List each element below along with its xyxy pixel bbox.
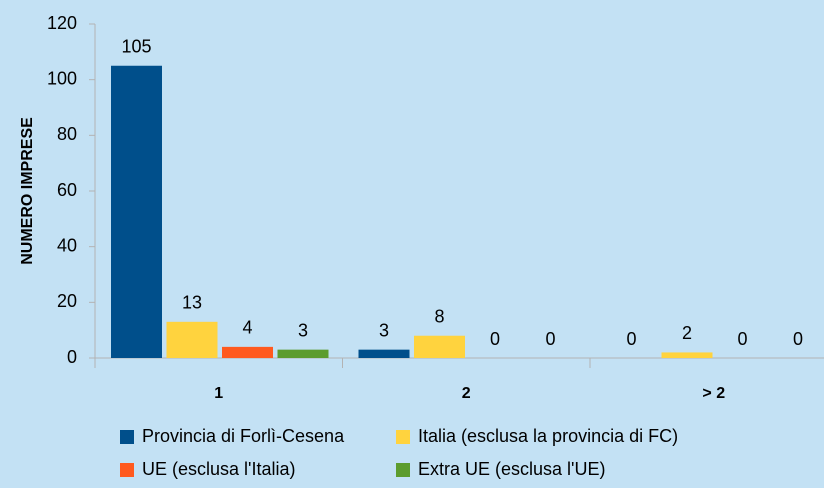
y-tick-label: 80 xyxy=(57,124,77,144)
y-tick-label: 20 xyxy=(57,291,77,311)
data-label: 2 xyxy=(682,323,692,343)
bar xyxy=(111,65,162,358)
legend-swatch xyxy=(396,463,410,477)
legend-label: UE (esclusa l'Italia) xyxy=(142,459,295,479)
data-label: 3 xyxy=(379,320,389,340)
x-tick-label: 2 xyxy=(462,385,471,402)
bar xyxy=(277,349,329,358)
legend-label: Extra UE (esclusa l'UE) xyxy=(418,459,605,479)
bar xyxy=(414,335,465,358)
data-label: 3 xyxy=(298,320,308,340)
legend-label: Italia (esclusa la provincia di FC) xyxy=(418,426,678,446)
data-label: 4 xyxy=(242,318,252,338)
data-label: 0 xyxy=(737,329,747,349)
data-label: 0 xyxy=(490,329,500,349)
data-label: 8 xyxy=(434,306,444,326)
y-axis-label: NUMERO IMPRESE xyxy=(19,117,36,265)
data-label: 0 xyxy=(545,329,555,349)
data-label: 13 xyxy=(182,293,202,313)
data-label: 105 xyxy=(121,37,151,57)
y-tick-label: 60 xyxy=(57,180,77,200)
y-tick-label: 0 xyxy=(67,347,77,367)
data-label: 0 xyxy=(793,329,803,349)
bar xyxy=(661,352,713,358)
legend-swatch xyxy=(396,430,410,444)
legend-swatch xyxy=(120,463,134,477)
legend-label: Provincia di Forlì-Cesena xyxy=(142,426,345,446)
y-tick-label: 100 xyxy=(47,68,77,88)
x-tick-label: > 2 xyxy=(702,385,725,402)
bar xyxy=(222,346,273,358)
data-label: 0 xyxy=(626,329,636,349)
bar xyxy=(358,349,410,358)
x-tick-label: 1 xyxy=(214,385,223,402)
y-tick-label: 120 xyxy=(47,13,77,33)
bar xyxy=(166,321,218,358)
y-tick-label: 40 xyxy=(57,235,77,255)
legend-swatch xyxy=(120,430,134,444)
